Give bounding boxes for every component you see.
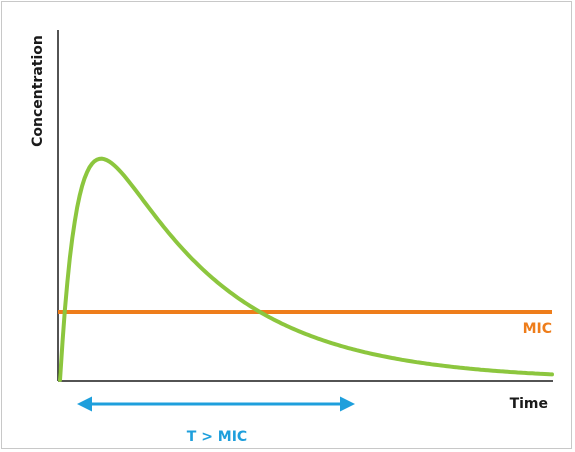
concentration-curve [58, 156, 554, 382]
mic-label: MIC [523, 321, 552, 337]
y-axis-label: Concentration [30, 35, 46, 147]
t-above-mic-label: T > MIC [187, 429, 247, 445]
x-axis-label: Time [510, 396, 548, 412]
